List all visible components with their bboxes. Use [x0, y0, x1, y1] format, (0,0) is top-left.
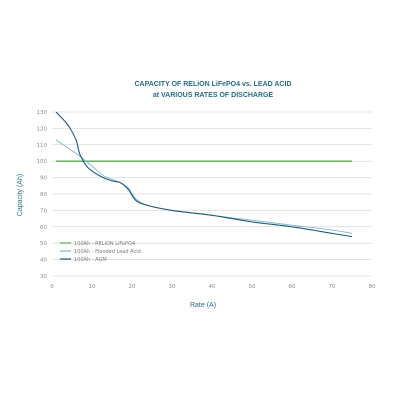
x-tick-label-40: 40 — [209, 284, 216, 290]
series-lines — [55, 111, 353, 238]
x-tick-labels: 0 10 20 30 40 50 60 70 80 — [50, 284, 376, 290]
legend: 100Ah - RELiON LiFePO4 100Ah - Flooded Le… — [60, 241, 141, 263]
x-axis-label: Rate (A) — [190, 302, 216, 309]
y-tick-label-80: 80 — [40, 192, 47, 198]
y-tick-label-70: 70 — [40, 208, 47, 214]
y-tick-label-60: 60 — [40, 225, 47, 231]
x-tick-label-60: 60 — [289, 284, 296, 290]
x-tick-label-0: 0 — [50, 284, 54, 290]
y-tick-label-120: 120 — [37, 126, 48, 132]
x-tick-label-80: 80 — [369, 284, 376, 290]
y-tick-label-40: 40 — [40, 258, 47, 264]
y-axis-label: Capacity (Ah) — [17, 174, 24, 216]
y-tick-label-130: 130 — [37, 110, 48, 116]
x-tick-label-50: 50 — [249, 284, 256, 290]
series-line-2 — [55, 139, 353, 234]
series-line-3 — [55, 111, 353, 238]
x-tick-label-10: 10 — [89, 284, 96, 290]
chart-title-line-2: at VARIOUS RATES OF DISCHARGE — [153, 92, 274, 99]
x-tick-label-70: 70 — [329, 284, 336, 290]
legend-label-1: 100Ah - RELiON LiFePO4 — [74, 241, 135, 247]
y-tick-label-50: 50 — [40, 241, 47, 247]
chart-title-line-1: CAPACITY OF RELiON LiFePO4 vs. LEAD ACID — [134, 81, 291, 88]
y-tick-label-90: 90 — [40, 176, 47, 182]
legend-label-2: 100Ah - Flooded Lead Acid — [74, 249, 141, 255]
x-tick-label-20: 20 — [129, 284, 136, 290]
y-tick-labels: 30 40 50 60 70 80 90 100 110 120 130 — [37, 110, 48, 280]
x-tick-label-30: 30 — [169, 284, 176, 290]
y-tick-label-100: 100 — [37, 159, 48, 165]
y-tick-label-110: 110 — [37, 143, 48, 149]
legend-label-3: 100Ah - AGM — [74, 257, 107, 263]
gridlines — [52, 111, 372, 277]
y-tick-label-30: 30 — [40, 274, 47, 280]
